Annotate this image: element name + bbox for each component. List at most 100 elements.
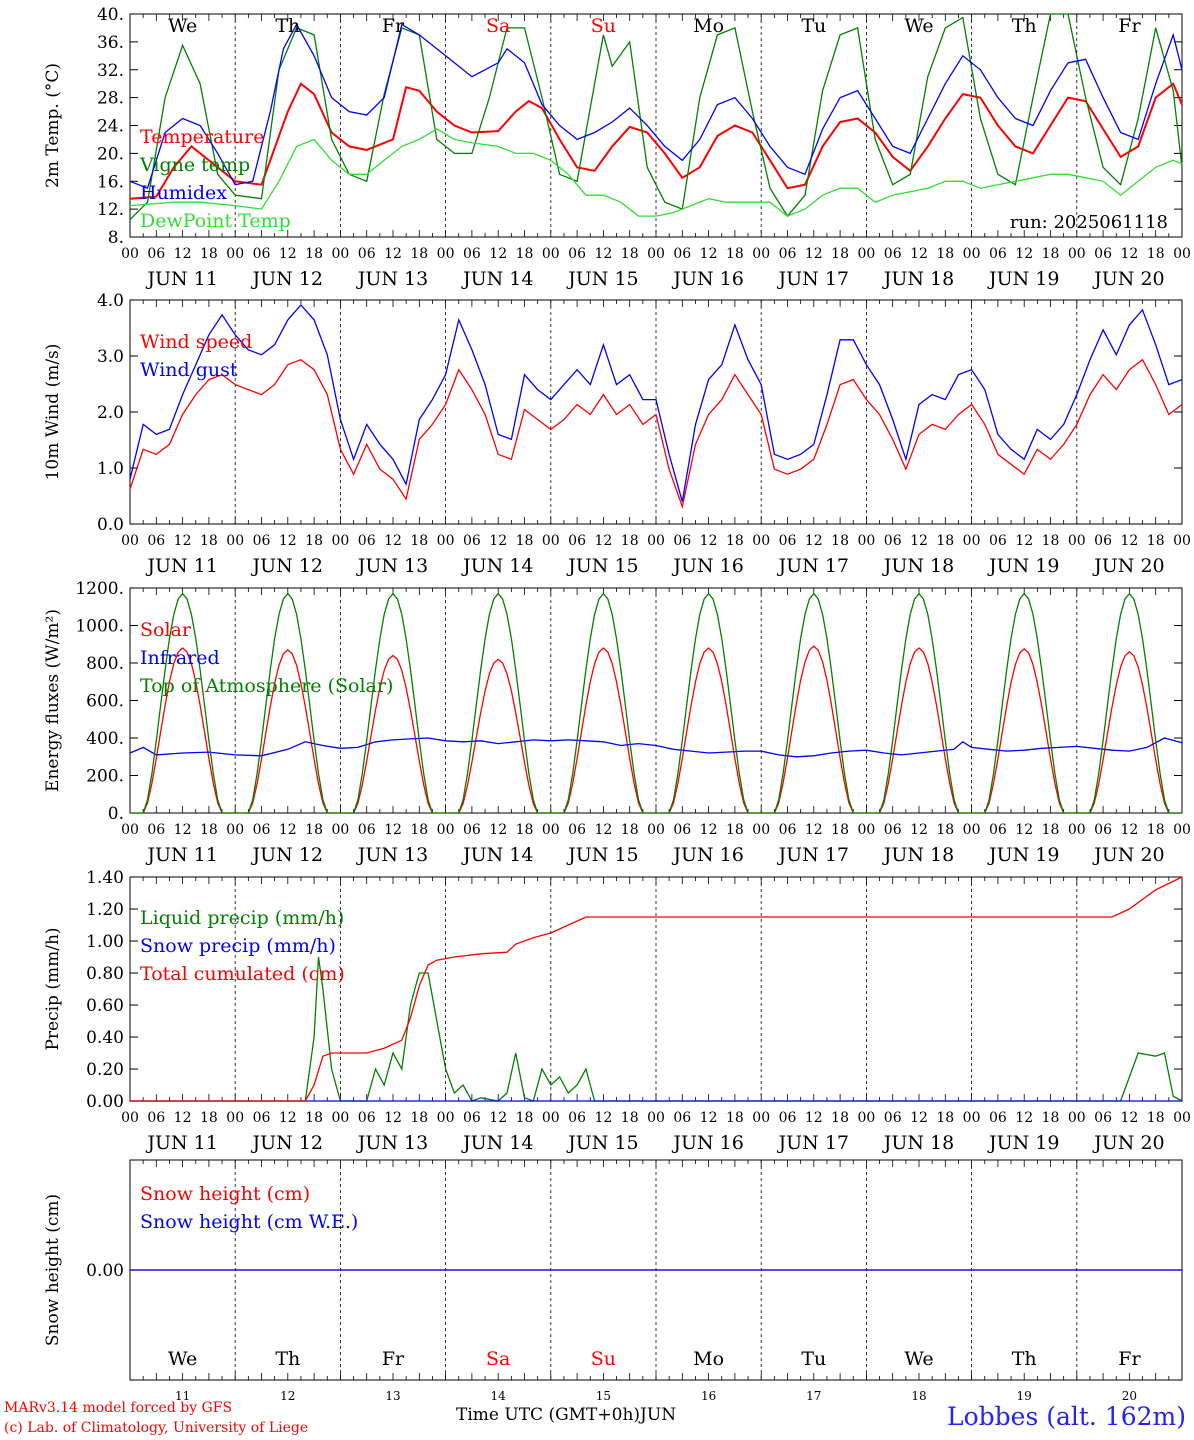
hour-tick-label: 00 [857, 533, 875, 549]
hour-tick-label: 06 [989, 822, 1007, 838]
date-label: JUN 13 [356, 555, 428, 577]
y-tick-label: 1.40 [86, 868, 124, 888]
hour-tick-label: 00 [542, 1110, 560, 1126]
day-number: 14 [491, 1389, 507, 1403]
weekday-label: Fr [382, 1348, 405, 1370]
hour-tick-label: 06 [673, 1110, 691, 1126]
hour-tick-label: 18 [200, 246, 218, 262]
y-axis-label: Energy fluxes (W/m²) [43, 609, 63, 792]
weekday-label: Fr [382, 15, 405, 37]
hour-tick-label: 18 [726, 533, 744, 549]
hour-tick-label: 00 [1068, 246, 1086, 262]
y-tick-label: 1000. [75, 617, 124, 637]
hour-tick-label: 12 [700, 1110, 718, 1126]
hour-tick-label: 00 [963, 533, 981, 549]
weekday-label: Th [275, 15, 300, 37]
hour-tick-label: 06 [1094, 822, 1112, 838]
hour-tick-label: 06 [884, 246, 902, 262]
hour-tick-label: 18 [1042, 246, 1060, 262]
month-text: JUN [640, 1405, 677, 1425]
date-label: JUN 15 [566, 844, 638, 866]
y-tick-label: 2.0 [97, 403, 124, 423]
hour-tick-label: 06 [358, 822, 376, 838]
hour-tick-label: 06 [1094, 1110, 1112, 1126]
date-label: JUN 20 [1092, 1132, 1164, 1154]
y-tick-label: 0.00 [86, 1092, 124, 1112]
day-number: 20 [1122, 1389, 1137, 1403]
day-number: 19 [1017, 1389, 1032, 1403]
hour-tick-label: 00 [752, 533, 770, 549]
weekday-label: Fr [1118, 1348, 1141, 1370]
weekday-label: Th [1012, 1348, 1037, 1370]
y-tick-label: 0.40 [86, 1028, 124, 1048]
hour-tick-label: 18 [1147, 822, 1165, 838]
date-label: JUN 18 [882, 1132, 954, 1154]
date-label: JUN 11 [145, 268, 217, 290]
hour-tick-label: 12 [489, 822, 507, 838]
station-name: Lobbes (alt. 162m) [946, 1402, 1186, 1431]
y-tick-label: 20. [97, 144, 124, 164]
hour-tick-label: 00 [226, 822, 244, 838]
date-label: JUN 17 [777, 555, 849, 577]
series-line [129, 82, 1183, 200]
date-label: JUN 18 [882, 844, 954, 866]
date-label: JUN 20 [1092, 555, 1164, 577]
date-label: JUN 20 [1092, 268, 1164, 290]
hour-tick-label: 06 [779, 1110, 797, 1126]
hour-tick-label: 00 [963, 246, 981, 262]
y-axis-label: 2m Temp. (°C) [43, 63, 63, 188]
y-tick-label: 1.00 [86, 932, 124, 952]
y-tick-label: 0. [108, 804, 124, 824]
weekday-label: Th [275, 1348, 300, 1370]
hour-tick-label: 18 [621, 1110, 639, 1126]
hour-tick-label: 18 [516, 822, 534, 838]
weekday-label: We [904, 1348, 933, 1370]
hour-tick-label: 18 [305, 246, 323, 262]
hour-tick-label: 18 [831, 822, 849, 838]
date-label: JUN 16 [671, 1132, 743, 1154]
hour-tick-label: 00 [1173, 822, 1191, 838]
hour-tick-label: 00 [121, 533, 139, 549]
panel-wind [129, 299, 1183, 525]
date-label: JUN 17 [777, 1132, 849, 1154]
date-label: JUN 12 [251, 555, 323, 577]
hour-tick-label: 00 [1068, 1110, 1086, 1126]
y-tick-label: 3.0 [97, 347, 124, 367]
hour-tick-label: 00 [121, 246, 139, 262]
hour-tick-label: 12 [174, 533, 192, 549]
hour-tick-label: 12 [910, 1110, 928, 1126]
weekday-label: Sa [486, 15, 510, 37]
hour-tick-label: 18 [831, 1110, 849, 1126]
hour-tick-label: 00 [963, 822, 981, 838]
hour-tick-label: 12 [805, 822, 823, 838]
date-label: JUN 14 [461, 555, 533, 577]
hour-tick-label: 00 [857, 246, 875, 262]
date-label: JUN 16 [671, 844, 743, 866]
hour-tick-label: 18 [936, 246, 954, 262]
hour-tick-label: 00 [226, 533, 244, 549]
date-label: JUN 16 [671, 555, 743, 577]
time-axis-text: Time UTC (GMT+0h) [456, 1405, 641, 1425]
hour-tick-label: 06 [884, 822, 902, 838]
hour-tick-label: 00 [437, 1110, 455, 1126]
hour-tick-label: 18 [516, 533, 534, 549]
hour-tick-label: 00 [331, 246, 349, 262]
hour-tick-label: 18 [1147, 1110, 1165, 1126]
hour-tick-label: 06 [463, 533, 481, 549]
date-label: JUN 12 [251, 1132, 323, 1154]
hour-tick-label: 12 [384, 1110, 402, 1126]
hour-tick-label: 12 [910, 246, 928, 262]
legend-entry: DewPoint Temp [140, 210, 291, 232]
date-label: JUN 13 [356, 844, 428, 866]
hour-tick-label: 18 [936, 533, 954, 549]
hour-tick-label: 06 [253, 533, 271, 549]
hour-tick-label: 12 [700, 533, 718, 549]
day-number: 18 [911, 1389, 926, 1403]
hour-tick-label: 18 [1147, 246, 1165, 262]
series-line [129, 358, 1183, 509]
hour-tick-label: 18 [305, 533, 323, 549]
hour-tick-label: 18 [831, 246, 849, 262]
date-label: JUN 14 [461, 268, 533, 290]
hour-tick-label: 06 [989, 246, 1007, 262]
y-tick-label: 1.20 [86, 900, 124, 920]
